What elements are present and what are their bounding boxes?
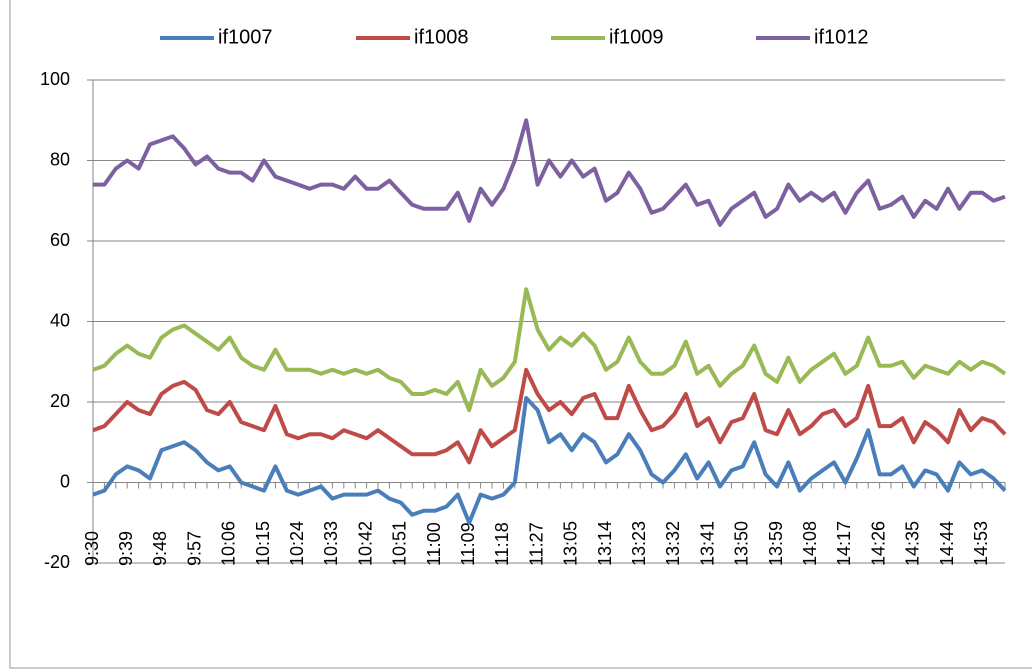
x-tick-label: 9:57 bbox=[184, 531, 204, 566]
x-tick-label: 13:23 bbox=[629, 521, 649, 566]
legend-label: if1008 bbox=[414, 26, 469, 48]
x-tick-label: 13:59 bbox=[766, 521, 786, 566]
x-tick-label: 14:53 bbox=[971, 521, 991, 566]
x-tick-label: 10:06 bbox=[219, 521, 239, 566]
x-tick-label: 14:17 bbox=[834, 521, 854, 566]
x-tick-label: 10:15 bbox=[253, 521, 273, 566]
x-tick-label: 11:18 bbox=[492, 522, 512, 566]
x-tick-label: 10:51 bbox=[390, 521, 410, 566]
y-tick-label: 40 bbox=[50, 310, 70, 330]
x-tick-label: 10:24 bbox=[287, 521, 307, 566]
y-tick-label: 60 bbox=[50, 230, 70, 250]
legend-label: if1009 bbox=[609, 26, 664, 48]
x-tick-label: 10:33 bbox=[321, 521, 341, 566]
legend: if1007 if1008 if1009 if1012 bbox=[160, 26, 869, 48]
legend-label: if1012 bbox=[814, 26, 869, 48]
x-tick-label: 11:00 bbox=[424, 522, 444, 566]
x-tick-label: 14:44 bbox=[937, 521, 957, 566]
x-tick-label: 13:14 bbox=[595, 521, 615, 566]
x-tick-label: 14:26 bbox=[868, 521, 888, 566]
chart-frame bbox=[9, 0, 1032, 669]
x-tick-label: 14:35 bbox=[903, 521, 923, 566]
y-tick-label: 100 bbox=[40, 69, 70, 89]
series-line bbox=[92, 367, 1007, 465]
x-tick-label: 13:50 bbox=[732, 521, 752, 566]
x-tick-label: 11:27 bbox=[526, 522, 546, 566]
x-tick-label: 9:30 bbox=[82, 531, 102, 566]
y-tick-label: 0 bbox=[60, 471, 70, 491]
y-tick-label: 20 bbox=[50, 391, 70, 411]
x-tick-label: 10:42 bbox=[355, 521, 375, 566]
series-line bbox=[92, 396, 1007, 525]
x-tick-label: 9:39 bbox=[116, 531, 136, 566]
y-tick-label: -20 bbox=[44, 552, 70, 572]
x-tick-label: 11:09 bbox=[458, 522, 478, 566]
x-tick-label: 14:08 bbox=[800, 521, 820, 566]
x-tick-label: 9:48 bbox=[150, 531, 170, 566]
x-tick-label: 13:32 bbox=[663, 521, 683, 566]
series-line bbox=[92, 287, 1007, 413]
legend-label: if1007 bbox=[218, 26, 273, 48]
series-line bbox=[93, 118, 1006, 227]
x-tick-label: 13:41 bbox=[697, 521, 717, 566]
y-tick-label: 80 bbox=[50, 149, 70, 169]
x-tick-label: 13:05 bbox=[561, 521, 581, 566]
